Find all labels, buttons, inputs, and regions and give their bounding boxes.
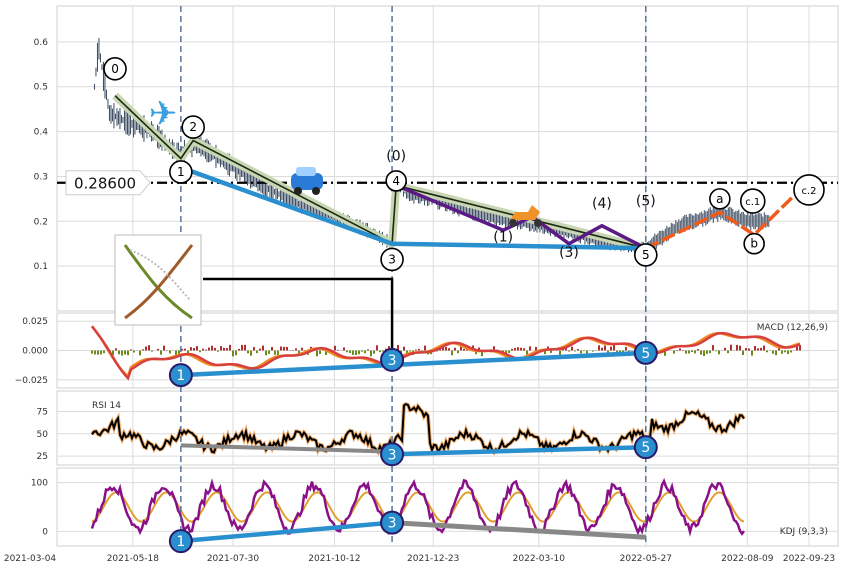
x-tick-label: 2021-03-04 [4,554,57,564]
macd-signal [91,325,801,381]
wave-label-circle [709,188,731,210]
indicator-marker [633,435,658,460]
rsi-legend: RSI 14 [92,401,121,411]
y-tick-label: 0.4 [34,128,49,138]
indicator-marker [168,363,193,388]
wave-label-circle [169,160,193,184]
x-tick-label: 2022-08-09 [721,554,774,564]
dna-strand [129,249,191,301]
scooter-icon-wheel [534,219,542,227]
subwave-line [395,183,647,250]
connector-line [203,277,394,355]
trend-line [180,165,646,251]
indicator-marker [380,510,405,535]
wave-paren-label: (0) [386,149,406,165]
y-tick-label: 0.6 [34,38,49,48]
price-level-box [65,170,151,196]
x-tick-label: 2021-05-18 [107,554,160,564]
car-icon-wheel [312,187,320,195]
wave-label: 1 [177,165,185,179]
macd-divergence [180,350,646,378]
wave-label-circle [743,232,765,255]
wave-label: c.2 [801,186,816,197]
indicator-marker-label: 1 [176,368,185,384]
x-tick-label: 2022-05-27 [620,554,672,564]
wave-label-circle [181,115,206,139]
y-tick-label: 0.5 [34,83,48,93]
wave-label: c.1 [745,197,760,208]
car-icon-wheel [294,187,302,195]
wave-paren-label: (3) [559,245,579,261]
indicator-marker-label: 3 [388,353,397,369]
y-tick-label: 75 [37,408,48,418]
scooter-icon-wheel [509,219,517,227]
y-tick-label: 0.2 [34,217,48,227]
wave-label: 5 [642,248,650,262]
wave-label-circle [793,174,825,206]
kdj-j [90,478,745,537]
indicator-marker-label: 3 [388,516,397,532]
indicator-marker [633,340,658,365]
car-icon [291,173,323,190]
kdj-divergence [391,520,646,540]
y-tick-label: 25 [37,452,48,462]
wave-label: 4 [392,174,400,188]
x-tick-label: 2021-12-23 [407,554,459,564]
overlay: 0.28600 0 1 2 3 4 5 a b c.1 c.2 (0) (1) (3) (4) (5) ✈ 1 3 5… [57,6,838,554]
car-icon-window [296,167,316,176]
airplane-icon: ✈ [149,94,178,134]
wave-line [114,95,646,249]
projection-wave [645,179,811,250]
wave-label-circle [103,56,127,81]
rsi-divergence [180,443,393,454]
indicator-marker-label: 1 [176,534,185,550]
indicator-marker [168,529,193,554]
y-tick-label: 50 [37,430,49,440]
wave-label: b [750,237,758,251]
kdj-trend [180,520,393,544]
scooter-icon [510,205,540,220]
wave-label-circle [633,243,658,267]
wave-paren-label: (1) [493,229,513,245]
rsi-line [91,402,745,455]
dna-strand [124,244,194,320]
y-tick-label: 0.1 [34,262,48,272]
macd-legend: MACD (12,26,9) [757,323,828,333]
wave-label-circle [739,188,766,214]
y-tick-label: 0.000 [22,347,48,357]
y-tick-label: 0.3 [34,172,48,182]
wave-label: 3 [388,252,396,266]
wave-paren-label: (4) [592,196,612,212]
indicator-marker [380,442,405,467]
x-tick-label: 2021-07-30 [207,554,260,564]
wave-label: 2 [189,120,197,134]
indicator-marker-label: 3 [388,447,397,463]
wave-paren-label: (5) [636,194,656,210]
y-tick-label: 0.025 [22,317,48,327]
rsi-trend [392,444,646,457]
indicator-marker [380,347,405,372]
kdj-legend: KDJ (9,3,3) [780,527,828,537]
wave-label-circle [385,170,407,192]
price-level-label: 0.28600 [74,175,136,193]
wave-label: a [716,192,723,206]
indicator-marker-label: 5 [641,346,650,362]
y-tick-label: 0 [42,527,48,537]
y-tick-label: −0.025 [15,376,48,386]
x-tick-label: 2022-09-23 [783,554,835,564]
indicator-marker-label: 5 [641,440,650,456]
x-tick-label: 2022-03-10 [513,554,566,564]
y-tick-label: 100 [31,479,48,489]
wave-label-circle [380,247,404,272]
x-tick-label: 2021-10-12 [308,554,360,564]
wave-label: 0 [111,62,119,76]
